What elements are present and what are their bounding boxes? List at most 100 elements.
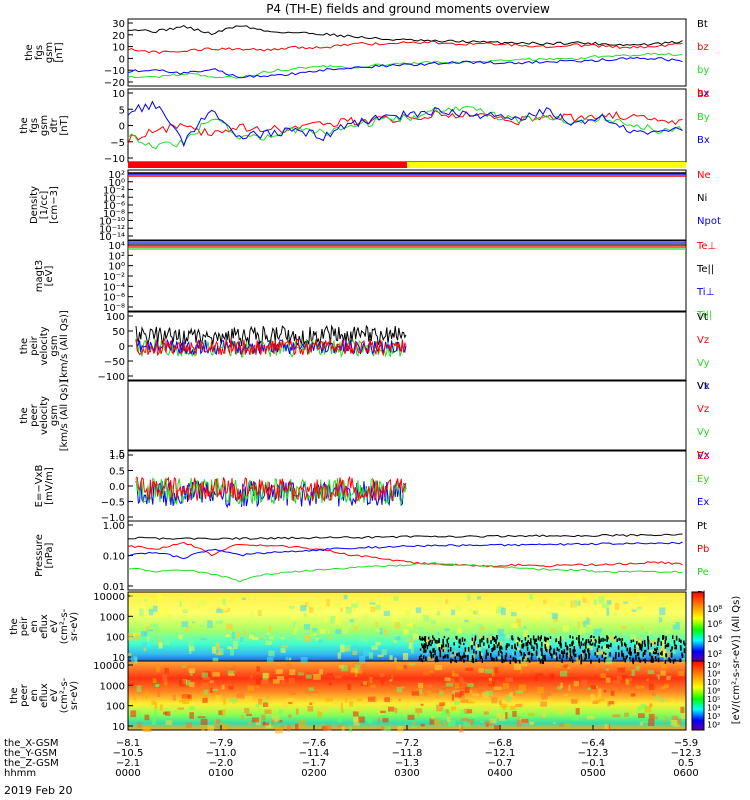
spectrogram-cell [310, 633, 317, 637]
spectrogram-cell [674, 718, 682, 725]
spectrogram-cell [325, 698, 334, 702]
spectrogram-cell [402, 704, 409, 711]
spectrogram-cell [479, 644, 481, 647]
y-tick-label: 10⁻⁸ [103, 303, 125, 314]
spectrogram-cell [657, 641, 659, 646]
spectrogram-cell [427, 636, 430, 640]
y-axis-label: the [24, 44, 35, 60]
spectrogram-cell [598, 658, 600, 663]
spectrogram-cell [283, 700, 289, 708]
spectrogram-cell [418, 659, 421, 662]
spectrogram-cell [151, 718, 157, 725]
spectrogram-cell [459, 642, 462, 645]
spectrogram-cell [313, 673, 321, 680]
spectrogram-cell [159, 704, 163, 711]
y-tick-label: −0.5 [101, 498, 125, 509]
spectrogram-cell [493, 637, 496, 642]
spectrogram-cell [580, 659, 582, 665]
spectrogram-cell [503, 658, 505, 663]
spectrogram-cell [203, 676, 211, 681]
spectrogram-cell [442, 655, 445, 660]
spectrogram-cell [618, 637, 620, 641]
spectrogram-cell [144, 714, 150, 721]
spectrogram-cell [576, 639, 580, 646]
spectrogram-cell [603, 651, 605, 655]
spectrogram-cell [604, 638, 606, 642]
y-tick-label: 10000 [93, 661, 125, 672]
spectrogram-cell [511, 645, 513, 650]
spectrogram-cell [315, 637, 322, 641]
spectrogram-cell [524, 654, 526, 657]
spectrogram-cell [559, 654, 561, 660]
spectrogram-cell [523, 667, 530, 673]
y-axis-label: [km/s (All Qs)] [59, 380, 70, 452]
spectrogram-cell [568, 650, 571, 658]
spectrogram-cell [450, 654, 454, 658]
spectrogram-cell [623, 642, 626, 646]
spectrogram-cell [466, 719, 475, 725]
spectrogram-cell [442, 643, 445, 648]
spectrogram-cell [564, 693, 569, 697]
spectrogram-cell [516, 642, 519, 647]
spectrogram-cell [333, 701, 340, 706]
spectrogram-cell [185, 722, 192, 728]
spectrogram-cell [632, 659, 635, 665]
spectrogram-cell [523, 652, 525, 656]
spectrogram-cell [265, 723, 272, 728]
spectrogram-cell [207, 620, 213, 629]
spectrogram-cell [423, 645, 425, 650]
spectrogram-cell [612, 680, 621, 684]
legend-entry: Bx [697, 135, 710, 146]
spectrogram-cell [514, 643, 516, 649]
spectrogram-cell [129, 628, 134, 632]
spectrogram-cell [490, 652, 492, 658]
spectrogram-cell [594, 652, 596, 656]
y-tick-label: 0 [119, 122, 125, 133]
spectrogram-cell [596, 651, 600, 656]
y-tick-label: −50 [104, 357, 125, 368]
spectrogram-cell [522, 643, 525, 647]
spectrogram-cell [540, 635, 543, 640]
spectrogram-cell [638, 658, 641, 663]
spectrogram-cell [438, 638, 440, 643]
y-tick-label: 10⁰ [108, 178, 125, 189]
legend-entry: Ni [697, 193, 707, 204]
spectrogram-cell [566, 655, 568, 659]
spectrogram-cell [381, 679, 384, 686]
spectrogram-cell [411, 725, 417, 728]
spectrogram-cell [431, 635, 434, 639]
spectrogram-cell [444, 677, 451, 681]
spectrogram-cell [528, 659, 531, 663]
spectrogram-cell [679, 658, 681, 663]
spectrogram-cell [583, 652, 591, 659]
spectrogram-cell [622, 655, 625, 661]
spectrogram-cell [421, 636, 424, 641]
spectrogram-cell [462, 681, 468, 687]
spectrogram-cell [473, 641, 476, 646]
spectrogram-cell [459, 676, 464, 683]
spectrogram-cell [281, 644, 289, 648]
spectrogram-cell [607, 645, 610, 649]
y-axis-label: dtr [49, 117, 60, 132]
spectrogram-cell [268, 650, 275, 657]
spectrogram-cell [207, 725, 215, 731]
spectrogram-cell [232, 700, 236, 705]
spectrogram-cell [261, 714, 266, 721]
x-tick-label: 0600 [673, 768, 698, 779]
spectrogram-cell [601, 654, 604, 658]
spectrogram-cell [432, 648, 434, 653]
y-tick-label: −5 [110, 138, 125, 149]
spectrogram-cell [590, 685, 597, 690]
spectrogram-cell [305, 674, 312, 679]
spectrogram-cell [647, 639, 650, 645]
spectrogram-cell [444, 628, 450, 632]
spectrogram-cell [614, 648, 619, 653]
x-tick-label: 0400 [487, 768, 512, 779]
spectrogram-cell [540, 642, 543, 647]
spectrogram-cell [228, 685, 234, 690]
spectrogram-cell [485, 690, 493, 697]
spectrogram-cell [556, 656, 558, 661]
spectrogram-cell [420, 658, 423, 662]
spectrogram-cell [442, 640, 444, 644]
spectrogram-cell [340, 607, 343, 613]
